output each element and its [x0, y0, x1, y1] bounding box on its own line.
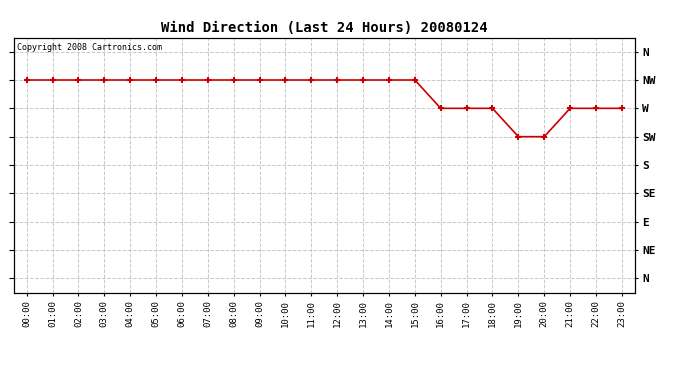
Text: Copyright 2008 Cartronics.com: Copyright 2008 Cartronics.com [17, 43, 162, 52]
Title: Wind Direction (Last 24 Hours) 20080124: Wind Direction (Last 24 Hours) 20080124 [161, 21, 488, 35]
